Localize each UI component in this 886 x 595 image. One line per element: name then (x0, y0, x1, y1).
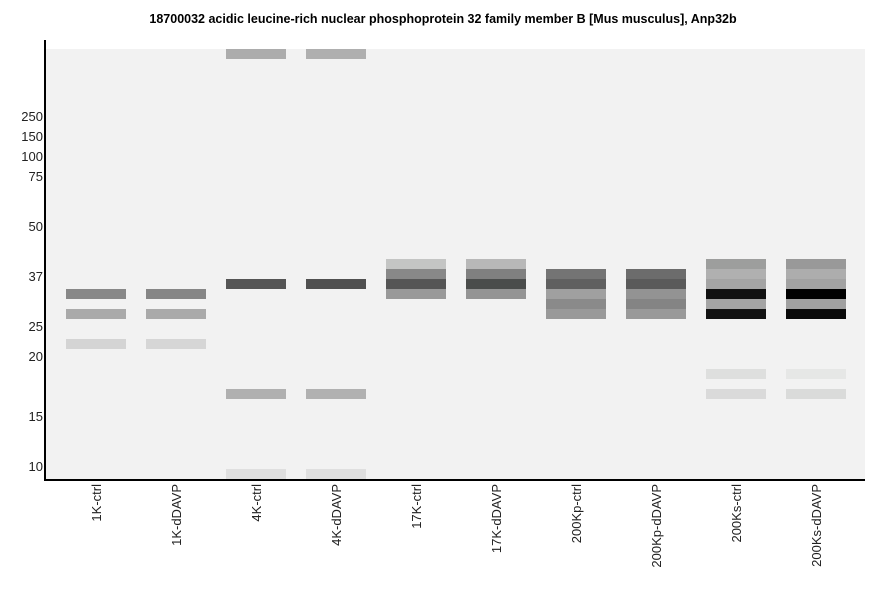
band (546, 309, 606, 319)
band (386, 279, 446, 289)
band (706, 309, 766, 319)
y-tick-label: 150 (21, 129, 43, 144)
y-tick-label: 250 (21, 109, 43, 124)
band (466, 269, 526, 279)
y-tick-label: 75 (29, 169, 43, 184)
band (146, 339, 206, 349)
band (786, 389, 846, 399)
lane-label: 17K-dDAVP (489, 484, 504, 553)
band (386, 269, 446, 279)
lane-label: 1K-ctrl (89, 484, 104, 522)
band (786, 369, 846, 379)
band (786, 299, 846, 309)
band (146, 289, 206, 299)
band (546, 299, 606, 309)
band (706, 279, 766, 289)
band (466, 259, 526, 269)
band (226, 279, 286, 289)
y-tick-label: 37 (29, 269, 43, 284)
band (226, 389, 286, 399)
band (306, 469, 366, 479)
band (626, 269, 686, 279)
lane-label: 200Kp-ctrl (569, 484, 584, 543)
lane-label: 17K-ctrl (409, 484, 424, 529)
lane-label: 4K-ctrl (249, 484, 264, 522)
chart-title: 18700032 acidic leucine-rich nuclear pho… (149, 12, 737, 26)
band (66, 339, 126, 349)
band (66, 289, 126, 299)
y-tick-label: 10 (29, 459, 43, 474)
band (546, 289, 606, 299)
band (786, 269, 846, 279)
lane-label: 200Ks-dDAVP (809, 484, 824, 567)
band (786, 309, 846, 319)
band (706, 369, 766, 379)
lane-label: 200Kp-dDAVP (649, 484, 664, 568)
band (786, 259, 846, 269)
band (226, 469, 286, 479)
y-tick-label: 15 (29, 409, 43, 424)
band (466, 289, 526, 299)
band (226, 49, 286, 59)
band (306, 389, 366, 399)
band (306, 49, 366, 59)
y-tick-label: 50 (29, 219, 43, 234)
lane-label: 200Ks-ctrl (729, 484, 744, 543)
band (466, 279, 526, 289)
lane-label: 1K-dDAVP (169, 484, 184, 546)
band (146, 309, 206, 319)
y-tick-label: 25 (29, 319, 43, 334)
band (626, 279, 686, 289)
band (386, 289, 446, 299)
band (706, 269, 766, 279)
y-tick-label: 100 (21, 149, 43, 164)
band (546, 279, 606, 289)
band (706, 289, 766, 299)
band (306, 279, 366, 289)
band (626, 299, 686, 309)
band (786, 289, 846, 299)
band (626, 289, 686, 299)
band (546, 269, 606, 279)
band (786, 279, 846, 289)
band (386, 259, 446, 269)
band (706, 299, 766, 309)
band (706, 389, 766, 399)
band (706, 259, 766, 269)
band (626, 309, 686, 319)
y-tick-label: 20 (29, 349, 43, 364)
lane-label: 4K-dDAVP (329, 484, 344, 546)
band (66, 309, 126, 319)
